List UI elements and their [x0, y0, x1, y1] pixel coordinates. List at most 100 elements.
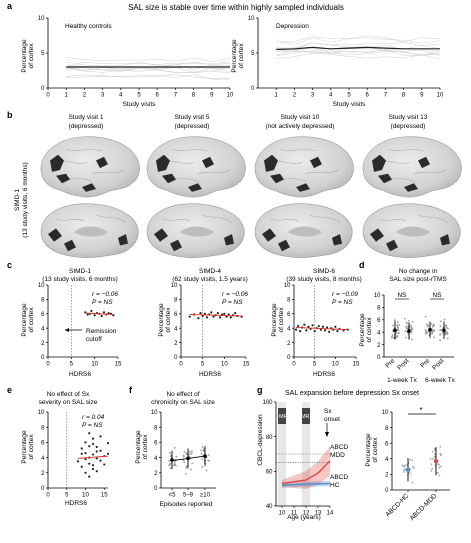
panel-c-2-xtick-label: 5	[201, 362, 205, 368]
panel-e-point	[95, 457, 98, 460]
panel-c-3-point	[307, 325, 310, 328]
panel-d-point	[403, 317, 406, 320]
panel-e-xtick-label: 10	[82, 493, 89, 499]
panel-f-point	[184, 473, 187, 475]
panel-a-left-ticks: 0 5 10 0 1 2 3 4 5 6 7 8 9 10	[38, 16, 234, 98]
panel-d-point	[405, 321, 408, 324]
panel-a-ytick-label: 0	[251, 86, 255, 92]
panel-c-3-point	[319, 328, 322, 331]
panel-a-xtick-label: 6	[156, 93, 160, 99]
brain-visit-10-lateral	[254, 136, 354, 198]
panel-d-point	[391, 334, 394, 337]
panel-a-left-ylabel-2: of cortex	[28, 43, 35, 69]
individual-line	[66, 61, 231, 67]
panel-c-ylabel-2: of cortex	[28, 307, 35, 333]
mri-marker	[278, 408, 286, 424]
panel-f-point	[168, 464, 171, 467]
panel-d-point	[396, 324, 399, 327]
panel-c-2-ylabel-1: Percentage	[158, 303, 165, 337]
panel-c-2-xlabel: HDRS6	[199, 371, 221, 378]
panel-g-right-point	[439, 465, 442, 468]
panel-c-1-r: r = −0.06	[92, 291, 118, 298]
panel-f-point	[183, 451, 186, 453]
panel-c-2-point	[223, 312, 226, 315]
panel-c-2-title: SIMD-4	[199, 268, 221, 275]
panel-e-ylabel-2: of cortex	[28, 434, 35, 460]
panel-c-3-point	[336, 329, 339, 333]
individual-line	[66, 57, 231, 63]
panel-g-right-point	[432, 457, 434, 460]
brain-visit-13-medial	[362, 203, 461, 259]
panel-c-3-point	[321, 325, 325, 328]
individual-line	[276, 50, 441, 57]
panel-a-xtick-label: 7	[384, 93, 388, 99]
panel-e-point	[80, 447, 83, 450]
panel-e-point	[99, 435, 102, 438]
visit-1-label: Study visit 1	[68, 114, 103, 121]
panel-d-point	[439, 339, 442, 342]
panel-g-right-point	[431, 467, 434, 470]
panel-g-left-ytick-label: 80	[266, 435, 273, 441]
panel-c-3-point	[323, 329, 327, 332]
panel-e-ylabel-1: Percentage	[21, 430, 28, 464]
panel-f-point	[169, 467, 172, 470]
panel-e-fit-line	[77, 455, 109, 459]
panel-c-1-p: P = NS	[92, 299, 113, 306]
panel-d-point	[406, 327, 409, 330]
panel-f-point	[185, 465, 188, 468]
panel-c-1-xtick-label: 10	[91, 362, 98, 368]
panel-f-point	[185, 467, 188, 469]
panel-f-point	[173, 464, 176, 466]
panel-e-point	[80, 465, 83, 468]
panel-a-xtick-label: 6	[366, 93, 370, 99]
panel-a-right-xlabel: Study visits	[333, 101, 367, 108]
panel-g-right-point	[404, 464, 407, 467]
panel-g-title: SAL expansion before depression Sx onset	[285, 390, 419, 397]
panel-f-point	[169, 452, 171, 454]
panel-c-1-xlabel: HDRS6	[69, 371, 91, 378]
panel-b-subject: SIMD-1	[14, 189, 21, 211]
panel-a-xtick-label: 4	[329, 93, 333, 99]
panel-c-3-r: r = −0.09	[332, 291, 358, 298]
panel-d-point	[407, 325, 409, 328]
panel-d-ylabel-1: Percentage	[359, 313, 366, 347]
panel-d-mean	[407, 329, 411, 333]
panel-d-point	[407, 319, 410, 322]
panel-c-3-point	[299, 329, 302, 333]
panel-f-point	[173, 446, 176, 449]
panel-e-xtick-label: 0	[46, 493, 50, 499]
panel-c-2-ytick-label: 8	[174, 298, 178, 304]
panel-c-2-xtick-label: 15	[243, 362, 250, 368]
individual-line	[276, 52, 441, 60]
brain-visit-10-medial	[254, 203, 353, 259]
panel-a-ytick-label: 10	[248, 16, 255, 22]
panel-c-1-point	[100, 314, 103, 318]
panel-c-3-xtick-label: 0	[292, 362, 296, 368]
panel-c-1-title: SIMD-1	[69, 268, 91, 275]
panel-c-1-point	[86, 313, 89, 316]
panel-a-xtick-label: 0	[46, 93, 50, 99]
panel-c-1-point	[93, 314, 96, 317]
panel-g-right-ytick-label: 0	[385, 488, 389, 494]
panel-c-3-plot: 0 2 4 6 8 10 0 5 10 15	[284, 283, 360, 367]
panel-e-point	[88, 462, 91, 465]
panel-a-xtick-label: 3	[311, 93, 315, 99]
panel-f-point	[200, 449, 203, 452]
individual-line	[66, 74, 231, 80]
panel-c-1-plot: 0 2 4 6 8 10 0 5 10 15	[38, 283, 122, 367]
panel-d-title-2: SAL size post-rTMS	[389, 276, 447, 283]
panel-e-point	[88, 445, 91, 448]
panel-e: e No effect of Sx severity on SAL size P…	[7, 385, 110, 507]
panel-a-right-ticks: 0 5 10 1 2 3 4 5 6 7 8 9 10	[248, 16, 444, 98]
panel-d-ytick-label: 10	[374, 293, 381, 299]
panel-c-2-xtick-label: 0	[179, 362, 183, 368]
panel-f-ylabel-2: of cortex	[142, 434, 149, 460]
panel-c-2-p: P = NS	[222, 299, 243, 306]
remission-label-1: Remission	[86, 328, 117, 335]
panel-d-point	[431, 331, 434, 334]
panel-e-point	[91, 467, 95, 471]
brain-visit-1-medial	[40, 203, 139, 259]
panel-d-mean	[393, 328, 397, 333]
panel-c-3-title: SIMD-6	[313, 268, 335, 275]
